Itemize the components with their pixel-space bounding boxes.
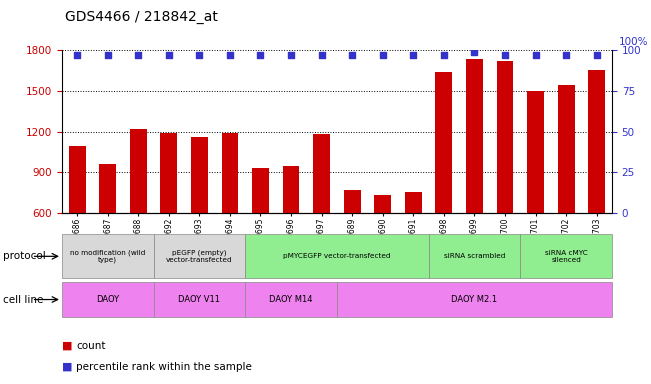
Bar <box>520 234 612 278</box>
Bar <box>283 166 299 295</box>
Bar <box>154 282 245 317</box>
Point <box>102 52 113 58</box>
Point <box>163 52 174 58</box>
Text: count: count <box>76 341 105 351</box>
Text: ■: ■ <box>62 341 72 351</box>
Point <box>225 52 235 58</box>
Bar <box>405 192 422 295</box>
Bar <box>589 70 605 295</box>
Bar <box>154 234 245 278</box>
Text: DAOY M14: DAOY M14 <box>270 295 312 304</box>
Bar <box>436 72 452 295</box>
Point <box>255 52 266 58</box>
Point <box>408 52 419 58</box>
Text: pMYCEGFP vector-transfected: pMYCEGFP vector-transfected <box>283 253 391 259</box>
Bar <box>69 146 85 295</box>
Text: DAOY V11: DAOY V11 <box>178 295 221 304</box>
Text: percentile rank within the sample: percentile rank within the sample <box>76 362 252 372</box>
Bar <box>337 282 612 317</box>
Point <box>439 52 449 58</box>
Point <box>561 52 572 58</box>
Text: no modification (wild
type): no modification (wild type) <box>70 249 145 263</box>
Bar <box>62 234 154 278</box>
Point <box>531 52 541 58</box>
Point <box>316 52 327 58</box>
Bar <box>245 234 428 278</box>
Text: GDS4466 / 218842_at: GDS4466 / 218842_at <box>65 10 218 23</box>
Bar <box>130 129 146 295</box>
Bar <box>374 195 391 295</box>
Text: ■: ■ <box>62 362 72 372</box>
Point <box>72 52 82 58</box>
Bar <box>558 84 574 295</box>
Text: cell line: cell line <box>3 295 44 305</box>
Text: DAOY: DAOY <box>96 295 119 304</box>
Bar <box>313 134 330 295</box>
Text: protocol: protocol <box>3 251 46 262</box>
Bar <box>245 282 337 317</box>
Point <box>286 52 296 58</box>
Bar <box>221 133 238 295</box>
Bar <box>252 167 269 295</box>
Point <box>194 52 204 58</box>
Point <box>347 52 357 58</box>
Bar <box>344 190 361 295</box>
Bar <box>62 282 154 317</box>
Point <box>133 52 143 58</box>
Text: siRNA cMYC
silenced: siRNA cMYC silenced <box>545 250 587 263</box>
Bar <box>466 60 483 295</box>
Text: 100%: 100% <box>619 37 648 47</box>
Point <box>592 52 602 58</box>
Bar <box>191 137 208 295</box>
Bar <box>497 61 514 295</box>
Point <box>469 48 480 55</box>
Bar <box>428 234 520 278</box>
Text: pEGFP (empty)
vector-transfected: pEGFP (empty) vector-transfected <box>166 250 232 263</box>
Bar <box>527 91 544 295</box>
Bar <box>160 133 177 295</box>
Point <box>500 52 510 58</box>
Point <box>378 52 388 58</box>
Text: DAOY M2.1: DAOY M2.1 <box>451 295 497 304</box>
Text: siRNA scrambled: siRNA scrambled <box>444 253 505 259</box>
Bar <box>100 164 116 295</box>
